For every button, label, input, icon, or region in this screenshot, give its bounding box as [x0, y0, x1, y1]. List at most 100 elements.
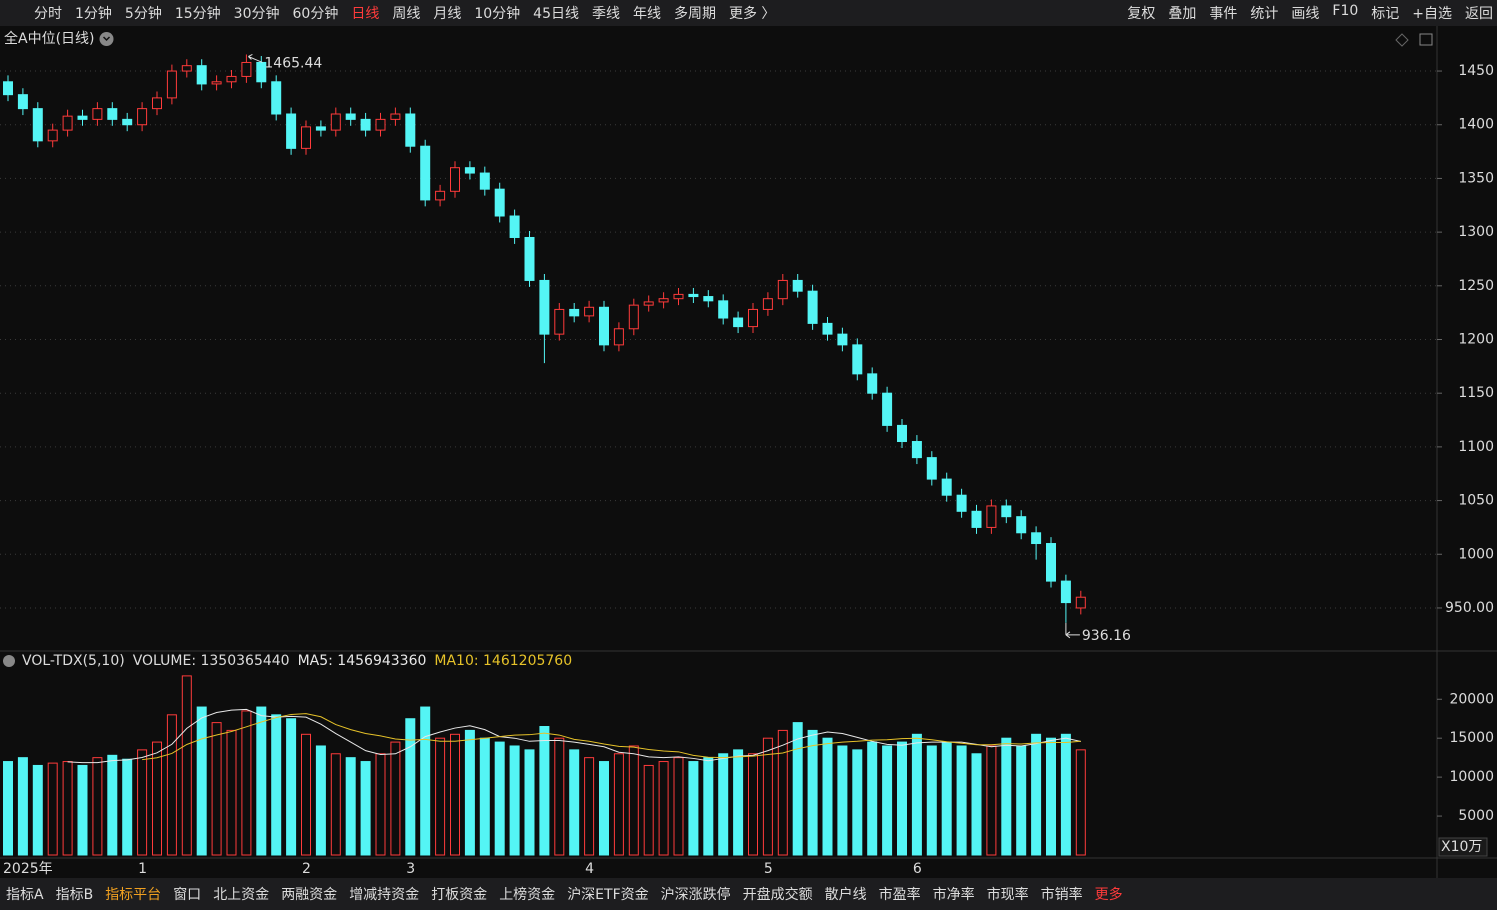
candle-body [539, 279, 550, 335]
candle-body [1031, 532, 1042, 545]
volume-bar [599, 761, 609, 856]
period-button[interactable]: 10分钟 [474, 6, 521, 22]
indicator-tab[interactable]: 市盈率 [878, 887, 921, 903]
candle-body [181, 65, 192, 72]
indicator-tab[interactable]: 散户线 [824, 887, 867, 903]
indicator-tab[interactable]: 开盘成交额 [742, 887, 813, 903]
indicator-tab[interactable]: 沪深涨跌停 [660, 887, 731, 903]
volume-bar [539, 726, 550, 856]
candle-body [748, 308, 758, 328]
candle-body [405, 113, 416, 147]
indicator-tab[interactable]: 上榜资金 [499, 887, 556, 903]
period-button[interactable]: 周线 [392, 6, 421, 22]
volume-bar [584, 757, 595, 856]
candle-body [464, 167, 475, 174]
indicator-tab[interactable]: 窗口 [173, 887, 202, 903]
volume-bar [613, 753, 624, 856]
period-button[interactable]: 45日线 [533, 6, 579, 22]
tool-button[interactable]: 标记 [1371, 6, 1400, 22]
period-button[interactable]: 30分钟 [233, 6, 280, 22]
volume-bar [330, 753, 341, 856]
candle-body [196, 65, 207, 85]
period-button[interactable]: 5分钟 [124, 6, 162, 22]
candle-body [226, 75, 237, 83]
candle-body [450, 167, 460, 192]
volume-bar [554, 737, 565, 856]
indicator-tab[interactable]: 打板资金 [431, 887, 488, 903]
y-tick-label: 1200 [1458, 332, 1494, 348]
tool-button[interactable]: 返回 [1465, 6, 1493, 22]
candle-body [241, 61, 252, 77]
period-button[interactable]: 日线 [351, 6, 380, 22]
volume-bar [837, 745, 848, 856]
tool-button[interactable]: F10 [1332, 3, 1359, 19]
candle-body [822, 322, 833, 335]
candle-body [1046, 543, 1056, 582]
tool-button[interactable]: 叠加 [1168, 6, 1197, 22]
candle-body [494, 188, 505, 217]
period-button[interactable]: 分时 [34, 6, 62, 22]
period-button[interactable]: 年线 [632, 6, 661, 22]
indicator-tab[interactable]: 增减持资金 [349, 887, 420, 903]
indicator-tab[interactable]: 两融资金 [281, 887, 338, 903]
candle-body [852, 344, 863, 375]
indicator-tab[interactable]: 沪深ETF资金 [567, 887, 649, 903]
tool-button[interactable]: +自选 [1412, 6, 1452, 22]
y-tick-label: 1300 [1458, 224, 1494, 240]
tool-button[interactable]: 复权 [1127, 6, 1156, 22]
x-tick-label: 4 [585, 861, 594, 877]
candle-body [569, 308, 580, 317]
legend-icon [3, 655, 15, 667]
volume-legend-text: VOLUME: 1350365440 [133, 653, 290, 669]
volume-bar [956, 745, 967, 856]
indicator-tab[interactable]: 市净率 [932, 887, 975, 903]
period-button[interactable]: 15分钟 [174, 6, 221, 22]
volume-legend-text: VOL-TDX(5,10) [22, 653, 125, 669]
indicator-tab[interactable]: 指标平台 [105, 887, 162, 903]
candle-body [390, 113, 401, 120]
tool-button[interactable]: 画线 [1291, 6, 1320, 22]
volume-bar [166, 714, 177, 856]
indicator-tab[interactable]: 市现率 [986, 887, 1029, 903]
volume-bar [301, 733, 311, 856]
period-button[interactable]: 多周期 [673, 6, 716, 22]
candle-body [360, 118, 371, 131]
volume-bar [62, 761, 73, 856]
volume-bar [464, 729, 475, 856]
candle-body [62, 115, 73, 131]
indicator-tab[interactable]: 指标A [6, 887, 44, 903]
tool-button[interactable]: 事件 [1209, 6, 1238, 22]
window-icon [1419, 33, 1433, 46]
period-button[interactable]: 更多 〉 [728, 6, 776, 22]
volume-bar [122, 758, 133, 856]
tool-button[interactable]: 统计 [1250, 6, 1279, 22]
volume-bar [941, 741, 952, 856]
candle-body [3, 81, 13, 96]
volume-bar [509, 745, 520, 856]
period-button[interactable]: 月线 [433, 6, 462, 22]
candle-body [211, 81, 222, 85]
tool-buttons: 复权 叠加 事件 统计 画线 F10 标记 +自选 返回 [1127, 3, 1497, 23]
indicator-tab[interactable]: 指标B [55, 887, 94, 903]
candle-body [897, 424, 907, 443]
volume-bar [450, 733, 460, 856]
volume-bar [926, 745, 937, 856]
period-button[interactable]: 1分钟 [75, 6, 112, 22]
volume-bar [107, 754, 118, 856]
candle-body [941, 478, 952, 496]
period-button[interactable]: 60分钟 [292, 6, 339, 22]
volume-bar [673, 757, 684, 856]
candle-body [584, 306, 595, 317]
indicator-tab[interactable]: 市销率 [1040, 887, 1083, 903]
volume-bar [77, 764, 88, 856]
candle-body [926, 457, 937, 480]
candle-body [330, 113, 341, 131]
indicator-tab[interactable]: 北上资金 [213, 887, 270, 903]
chart-title: 全A中位(日线) [4, 30, 95, 47]
volume-bar [569, 749, 580, 856]
y-tick-label: 1450 [1458, 63, 1494, 79]
period-button[interactable]: 季线 [591, 6, 620, 22]
indicator-tab[interactable]: 更多 [1094, 887, 1123, 903]
